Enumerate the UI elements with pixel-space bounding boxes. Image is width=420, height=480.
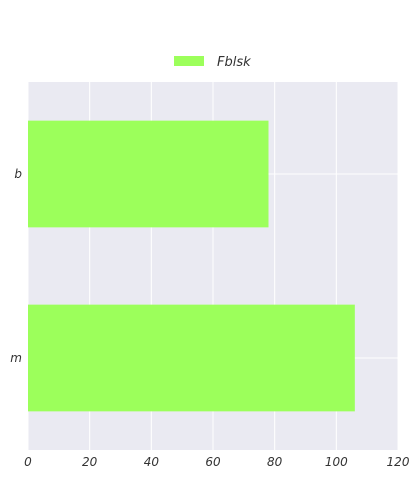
y-tick-label-m: m	[10, 351, 22, 365]
y-tick-labels: bm	[10, 167, 22, 365]
bar-m	[28, 304, 355, 412]
x-tick-label-0: 0	[24, 455, 32, 469]
legend: Fblsk	[174, 55, 251, 70]
x-tick-label-40: 40	[144, 455, 160, 469]
x-tick-label-20: 20	[82, 455, 98, 469]
x-tick-labels: 0 20 40 60 80 100 120	[24, 455, 410, 469]
x-tick-label-120: 120	[387, 455, 410, 469]
x-tick-label-80: 80	[267, 455, 283, 469]
legend-swatch	[174, 56, 204, 66]
legend-label: Fblsk	[217, 55, 251, 70]
x-tick-label-60: 60	[205, 455, 221, 469]
bars	[28, 120, 355, 412]
bar-b	[28, 120, 269, 228]
y-tick-label-b: b	[14, 167, 22, 181]
x-tick-label-100: 100	[325, 455, 348, 469]
